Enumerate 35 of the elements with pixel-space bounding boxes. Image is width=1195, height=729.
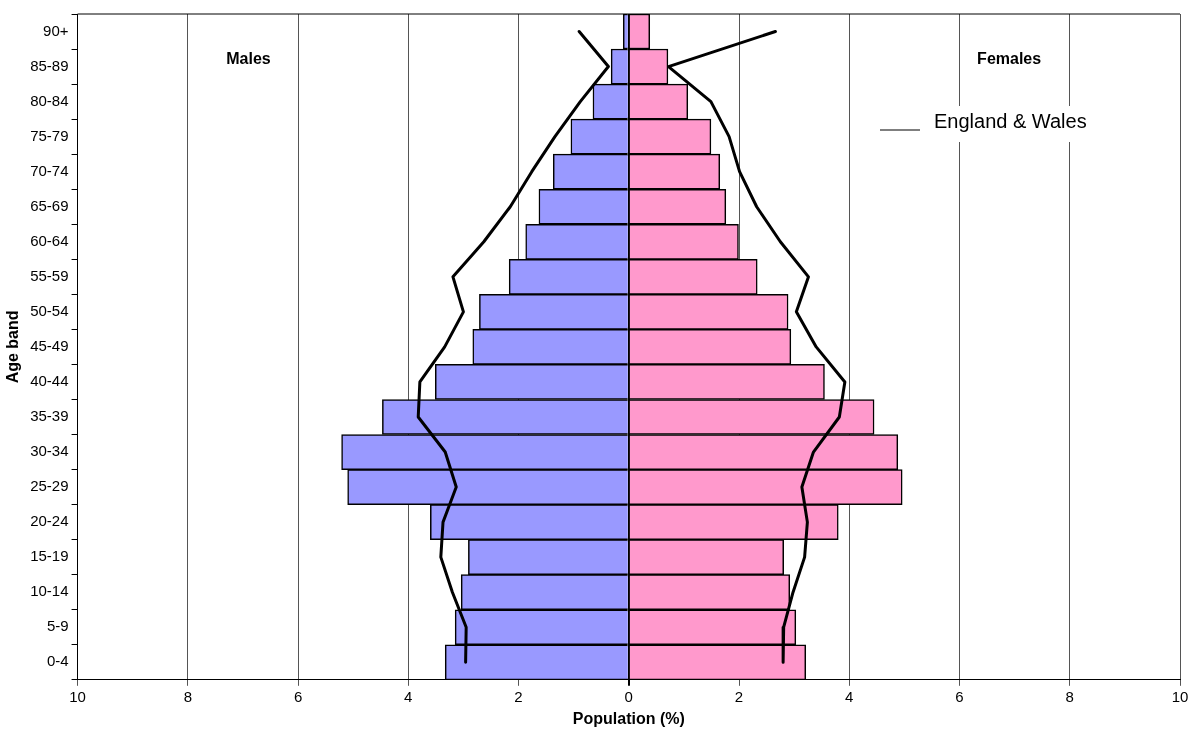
x-tick-label: 8 <box>183 687 192 705</box>
y-tick-label: 5-9 <box>46 617 69 635</box>
y-axis-title: Age band <box>4 310 22 384</box>
y-tick-label: 80-84 <box>30 91 69 109</box>
y-tick-label: 65-69 <box>30 196 69 214</box>
y-tick-label: 45-49 <box>30 337 69 355</box>
y-tick-label: 40-44 <box>30 372 69 390</box>
x-tick-label: 4 <box>404 687 413 705</box>
x-tick-label: 6 <box>293 687 303 705</box>
x-tick-label: 0 <box>624 687 633 705</box>
x-tick-label: 2 <box>734 687 744 705</box>
x-tick-label: 10 <box>69 687 86 705</box>
y-tick-label: 70-74 <box>30 161 69 179</box>
x-tick-label: 10 <box>1171 687 1189 705</box>
y-tick-label: 0-4 <box>46 652 69 670</box>
y-tick-label: 10-14 <box>30 582 69 600</box>
y-tick-label: 60-64 <box>30 231 69 249</box>
y-tick-label: 85-89 <box>30 56 69 74</box>
annotation: Males <box>226 49 271 67</box>
x-tick-label: 6 <box>955 687 964 705</box>
y-tick-label: 15-19 <box>30 547 69 565</box>
x-tick-label: 8 <box>1065 687 1074 705</box>
annotation: Females <box>977 49 1042 67</box>
y-tick-label: 50-54 <box>30 302 69 319</box>
y-tick-label: 20-24 <box>30 512 69 530</box>
y-tick-label: 75-79 <box>30 126 69 144</box>
y-tick-label: 25-29 <box>30 477 69 495</box>
legend-label: England & Wales <box>934 109 1087 132</box>
y-tick-label: 35-39 <box>30 407 69 425</box>
x-axis-title: Population (%) <box>572 709 685 727</box>
y-tick-label: 30-34 <box>30 442 69 460</box>
y-tick-label: 90+ <box>43 21 69 39</box>
x-tick-label: 2 <box>514 687 523 705</box>
y-tick-label: 55-59 <box>30 266 69 284</box>
x-tick-label: 4 <box>845 687 854 705</box>
